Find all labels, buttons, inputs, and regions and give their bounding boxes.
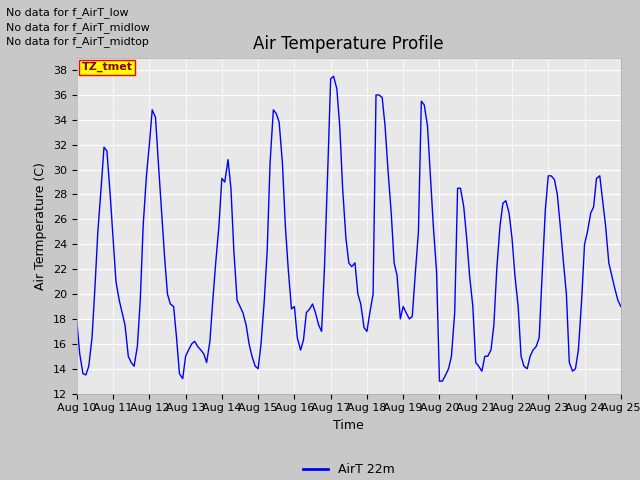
Legend: AirT 22m: AirT 22m — [298, 458, 399, 480]
Text: No data for f_AirT_midlow: No data for f_AirT_midlow — [6, 22, 150, 33]
Text: No data for f_AirT_midtop: No data for f_AirT_midtop — [6, 36, 149, 47]
Y-axis label: Air Termperature (C): Air Termperature (C) — [35, 162, 47, 289]
Text: No data for f_AirT_low: No data for f_AirT_low — [6, 7, 129, 18]
Text: TZ_tmet: TZ_tmet — [81, 62, 132, 72]
Title: Air Temperature Profile: Air Temperature Profile — [253, 35, 444, 53]
X-axis label: Time: Time — [333, 419, 364, 432]
